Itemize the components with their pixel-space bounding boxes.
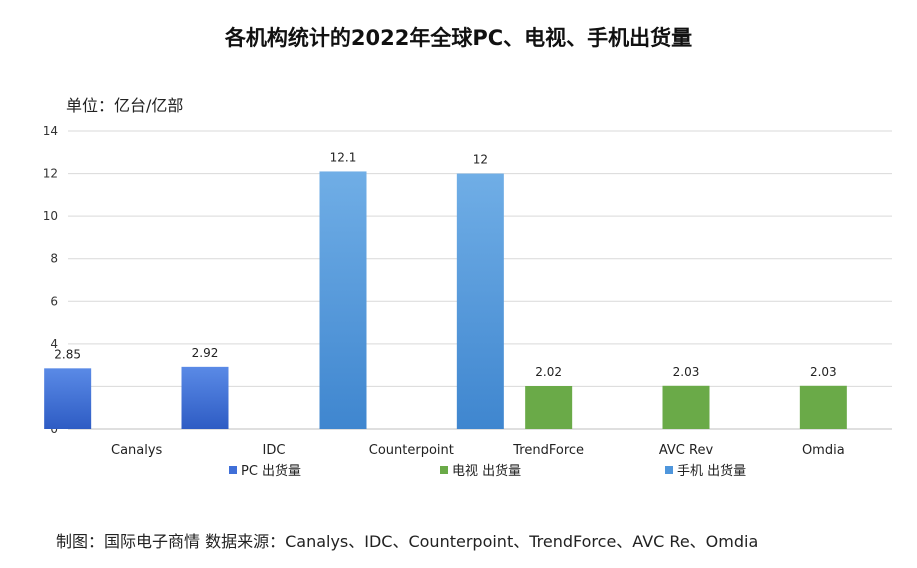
data-label: 12 <box>473 153 488 167</box>
y-tick-label: 6 <box>50 294 58 308</box>
bar <box>456 173 504 429</box>
data-label: 2.85 <box>54 347 81 361</box>
source-note: 制图：国际电子商情 数据来源：Canalys、IDC、Counterpoint、… <box>56 532 759 551</box>
legend-swatch-phone <box>665 465 673 474</box>
x-tick-label: Canalys <box>111 443 163 458</box>
x-tick-label: Omdia <box>802 443 845 458</box>
bar <box>799 385 847 429</box>
y-tick-label: 10 <box>43 209 58 223</box>
legend-item-tv: 电视 出货量 <box>440 460 521 479</box>
data-label: 2.92 <box>192 346 219 360</box>
x-tick-label: IDC <box>263 443 286 458</box>
legend-item-pc: PC 出货量 <box>229 460 301 479</box>
legend-swatch-tv <box>440 465 448 474</box>
data-label: 2.03 <box>673 365 700 379</box>
legend-label-tv: 电视 出货量 <box>452 464 522 479</box>
unit-label: 单位：亿台/亿部 <box>66 96 184 115</box>
bar <box>44 368 92 429</box>
chart-title: 各机构统计的2022年全球PC、电视、手机出货量 <box>224 26 693 50</box>
legend-label-phone: 手机 出货量 <box>677 464 747 479</box>
y-tick-label: 8 <box>50 252 58 266</box>
data-label: 2.03 <box>810 365 837 379</box>
legend-swatch-pc <box>229 465 237 474</box>
y-tick-label: 14 <box>43 124 58 138</box>
legend-item-phone: 手机 出货量 <box>665 460 746 479</box>
y-tick-label: 12 <box>43 167 58 181</box>
legend: PC 出货量 电视 出货量 手机 出货量 <box>0 460 917 480</box>
x-tick-label: Counterpoint <box>369 443 454 458</box>
bar <box>662 385 710 429</box>
bar <box>319 171 367 429</box>
data-label: 12.1 <box>330 150 357 164</box>
x-tick-label: TrendForce <box>512 443 584 458</box>
bar <box>525 386 573 429</box>
x-tick-label: AVC Rev <box>659 443 714 458</box>
bar <box>181 366 229 429</box>
data-label: 2.02 <box>535 365 562 379</box>
y-tick-label: 4 <box>50 337 58 351</box>
legend-label-pc: PC 出货量 <box>241 464 302 479</box>
